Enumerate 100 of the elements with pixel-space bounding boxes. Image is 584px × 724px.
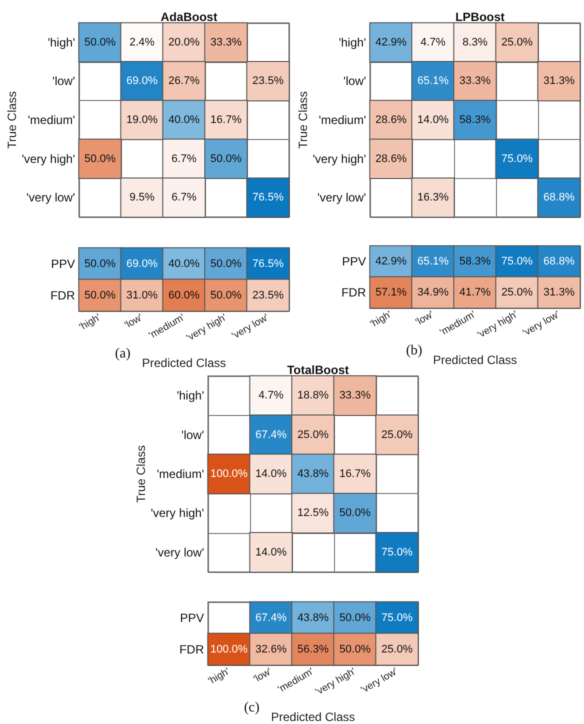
data-label: 33.3% — [339, 390, 371, 402]
data-label: 43.8% — [297, 468, 329, 480]
x-tick-label: 'high' — [368, 309, 394, 330]
y-tick-label: PPV — [342, 254, 366, 268]
x-tick-label: 'high' — [78, 312, 103, 334]
x-axis-title: Predicted Class — [142, 356, 226, 370]
y-axis-title: True Class — [4, 91, 19, 149]
y-tick-label: FDR — [179, 642, 204, 656]
y-tick-label: PPV — [180, 610, 204, 625]
y-tick-label: 'high' — [48, 35, 75, 50]
data-label: 60.0% — [168, 289, 200, 302]
x-tick-label: 'very low' — [230, 312, 271, 342]
data-label: 25.0% — [501, 286, 533, 298]
y-tick-label: 'very low' — [317, 190, 366, 205]
chart-title: AdaBoost — [160, 10, 218, 24]
data-label: 42.9% — [375, 36, 407, 48]
y-tick-label: 'very high' — [22, 152, 75, 166]
data-label: 28.6% — [375, 152, 407, 165]
data-label: 56.3% — [297, 643, 329, 656]
data-label: 14.0% — [255, 546, 287, 558]
x-tick-label: 'very high' — [476, 309, 520, 341]
data-label: 50.0% — [339, 507, 371, 520]
data-label: 12.5% — [297, 507, 329, 520]
data-label: 76.5% — [252, 192, 284, 204]
text: (a) — [115, 346, 131, 362]
x-tick-label: 'low' — [122, 312, 145, 332]
y-tick-label: 'low' — [343, 74, 366, 88]
data-label: 50.0% — [84, 289, 116, 302]
data-label: 50.0% — [339, 643, 371, 656]
x-tick-label: 'low' — [414, 309, 436, 328]
data-label: 68.8% — [543, 192, 575, 204]
y-tick-label: 'very low' — [26, 190, 75, 205]
data-label: 50.0% — [210, 258, 242, 270]
data-label: 40.0% — [168, 114, 200, 126]
data-label: 58.3% — [459, 114, 491, 126]
data-label: 75.0% — [501, 152, 533, 165]
data-label: 31.0% — [126, 289, 158, 302]
data-label: 42.9% — [375, 256, 407, 268]
data-label: 65.1% — [417, 256, 449, 268]
data-label: 50.0% — [339, 612, 371, 624]
data-label: 40.0% — [168, 258, 200, 270]
chart-title: LPBoost — [455, 10, 505, 24]
data-label: 6.7% — [171, 152, 197, 165]
data-label: 4.7% — [420, 36, 446, 48]
data-label: 4.7% — [258, 390, 284, 402]
x-axis-title: Predicted Class — [432, 353, 518, 367]
data-label: 6.7% — [171, 192, 197, 204]
data-label: 67.4% — [255, 612, 287, 624]
data-label: 25.0% — [381, 428, 413, 441]
data-label: 34.9% — [417, 286, 449, 298]
data-label: 68.8% — [543, 256, 575, 268]
data-label: 33.3% — [459, 75, 491, 88]
data-label: 75.0% — [381, 612, 413, 624]
data-label: 65.1% — [417, 75, 449, 88]
data-label: 100.0% — [210, 468, 248, 480]
data-label: 25.0% — [501, 36, 533, 48]
x-axis-title: Predicted Class — [270, 710, 356, 724]
y-tick-label: 'medium' — [28, 113, 75, 127]
data-label: 20.0% — [168, 36, 200, 48]
data-label: 50.0% — [84, 36, 116, 48]
y-tick-label: 'low' — [52, 74, 75, 88]
y-tick-label: 'low' — [181, 428, 204, 442]
data-label: 100.0% — [210, 643, 248, 656]
y-tick-label: 'medium' — [156, 467, 204, 481]
data-label: 18.8% — [297, 390, 329, 402]
data-label: 43.8% — [297, 612, 329, 624]
data-label: 16.3% — [417, 192, 449, 204]
y-tick-label: 'medium' — [318, 113, 366, 127]
data-label: 19.0% — [126, 114, 158, 126]
text: (c) — [244, 700, 260, 716]
data-label: 50.0% — [210, 289, 242, 302]
data-label: 14.0% — [417, 114, 449, 126]
data-label: 76.5% — [252, 258, 284, 270]
y-axis-title: True Class — [296, 91, 310, 149]
y-tick-label: FDR — [341, 286, 366, 300]
data-label: 58.3% — [459, 256, 491, 268]
data-label: 57.1% — [375, 286, 407, 298]
data-label: 23.5% — [252, 75, 284, 88]
data-label: 8.3% — [462, 36, 488, 48]
data-label: 69.0% — [126, 75, 158, 88]
data-label: 50.0% — [84, 258, 116, 270]
x-tick-label: 'high' — [206, 666, 232, 688]
data-label: 50.0% — [210, 152, 242, 165]
data-label: 69.0% — [126, 258, 158, 270]
data-label: 28.6% — [375, 114, 407, 126]
data-label: 9.5% — [129, 192, 155, 204]
data-label: 25.0% — [297, 428, 329, 441]
y-tick-label: FDR — [50, 288, 76, 302]
x-tick-label: 'low' — [252, 666, 274, 686]
x-tick-label: 'very low' — [521, 309, 562, 339]
y-axis-title: True Class — [134, 445, 148, 503]
data-label: 75.0% — [501, 256, 533, 268]
data-label: 50.0% — [84, 152, 116, 165]
data-label: 41.7% — [459, 286, 491, 298]
data-label: 67.4% — [255, 428, 287, 441]
data-label: 31.3% — [543, 286, 575, 298]
data-label: 2.4% — [129, 36, 155, 48]
y-tick-label: PPV — [50, 256, 75, 271]
y-tick-label: 'high' — [338, 35, 366, 50]
y-tick-label: 'very high' — [312, 152, 366, 166]
